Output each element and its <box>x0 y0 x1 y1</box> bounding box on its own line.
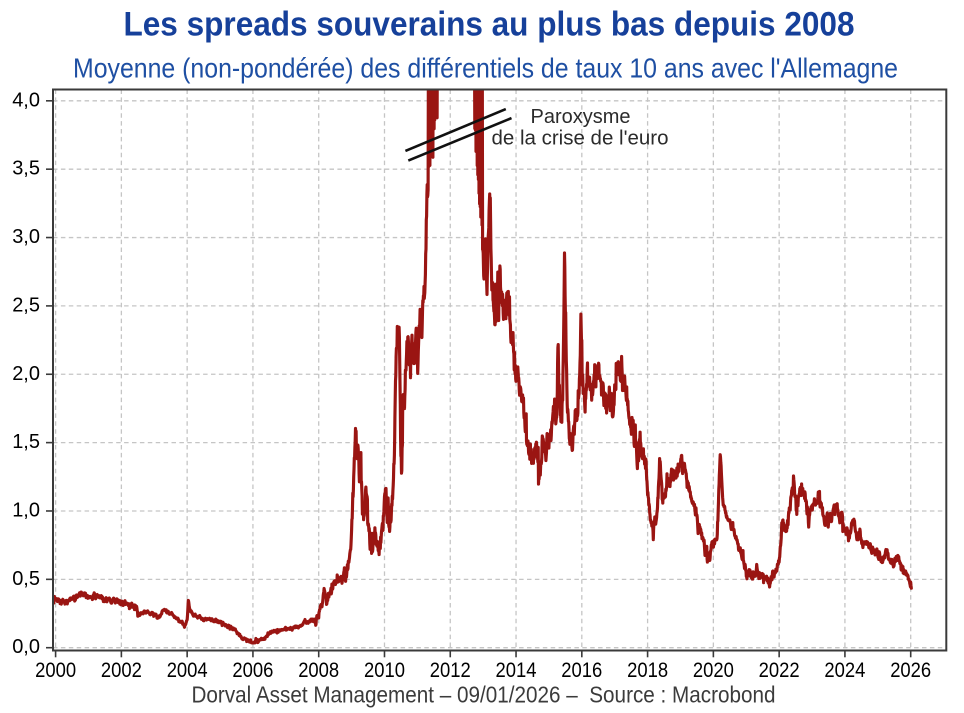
svg-text:Dorval Asset Management – 09/0: Dorval Asset Management – 09/01/2026 – S… <box>192 682 776 708</box>
svg-text:0,0: 0,0 <box>12 636 40 658</box>
svg-text:2,5: 2,5 <box>12 294 40 316</box>
svg-text:2014: 2014 <box>496 658 537 682</box>
svg-text:2002: 2002 <box>101 658 142 682</box>
svg-text:3,5: 3,5 <box>12 158 40 180</box>
svg-text:2026: 2026 <box>890 658 931 682</box>
svg-text:2010: 2010 <box>364 658 405 682</box>
svg-text:2016: 2016 <box>561 658 602 682</box>
svg-text:de la crise de l'euro: de la crise de l'euro <box>492 128 669 150</box>
svg-text:4,0: 4,0 <box>12 89 40 111</box>
svg-text:2006: 2006 <box>232 658 273 682</box>
svg-text:0,5: 0,5 <box>12 568 40 590</box>
svg-text:2020: 2020 <box>693 658 734 682</box>
svg-text:Les spreads souverains au plus: Les spreads souverains au plus bas depui… <box>124 6 855 44</box>
svg-text:2018: 2018 <box>627 658 668 682</box>
svg-text:1,0: 1,0 <box>12 500 40 522</box>
svg-text:2022: 2022 <box>759 658 800 682</box>
svg-text:2024: 2024 <box>824 658 865 682</box>
svg-text:Moyenne (non-pondérée) des dif: Moyenne (non-pondérée) des différentiels… <box>73 53 898 84</box>
svg-text:1,5: 1,5 <box>12 431 40 453</box>
svg-text:2012: 2012 <box>430 658 471 682</box>
svg-text:2000: 2000 <box>35 658 76 682</box>
svg-text:2,0: 2,0 <box>12 363 40 385</box>
svg-text:Paroxysme: Paroxysme <box>531 106 631 128</box>
svg-text:2004: 2004 <box>167 658 208 682</box>
svg-text:3,0: 3,0 <box>12 226 40 248</box>
svg-text:2008: 2008 <box>298 658 339 682</box>
